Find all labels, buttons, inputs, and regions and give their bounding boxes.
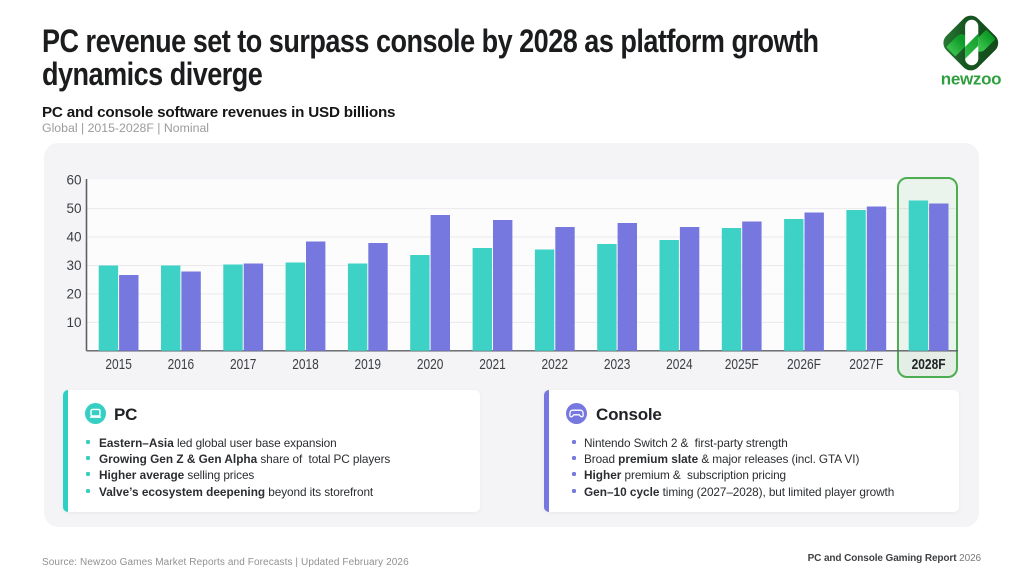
svg-text:60: 60 (66, 173, 81, 188)
svg-text:10: 10 (66, 315, 81, 330)
svg-text:2028F: 2028F (912, 356, 946, 373)
svg-text:2024: 2024 (666, 356, 693, 373)
svg-text:2021: 2021 (479, 356, 506, 373)
svg-text:2020: 2020 (417, 356, 444, 373)
svg-text:2025F: 2025F (725, 356, 759, 373)
svg-text:50: 50 (66, 201, 81, 216)
svg-text:30: 30 (66, 258, 81, 273)
svg-text:2018: 2018 (292, 356, 319, 373)
svg-text:40: 40 (66, 230, 81, 245)
svg-text:2027F: 2027F (849, 356, 883, 373)
svg-text:2023: 2023 (604, 356, 631, 373)
svg-text:2022: 2022 (542, 356, 569, 373)
svg-text:2019: 2019 (355, 356, 382, 373)
svg-text:newzoo: newzoo (941, 69, 1002, 88)
svg-text:2026F: 2026F (787, 356, 821, 373)
svg-text:20: 20 (66, 286, 81, 301)
svg-text:2015: 2015 (105, 356, 132, 373)
svg-text:2017: 2017 (230, 356, 257, 373)
svg-text:2016: 2016 (168, 356, 195, 373)
